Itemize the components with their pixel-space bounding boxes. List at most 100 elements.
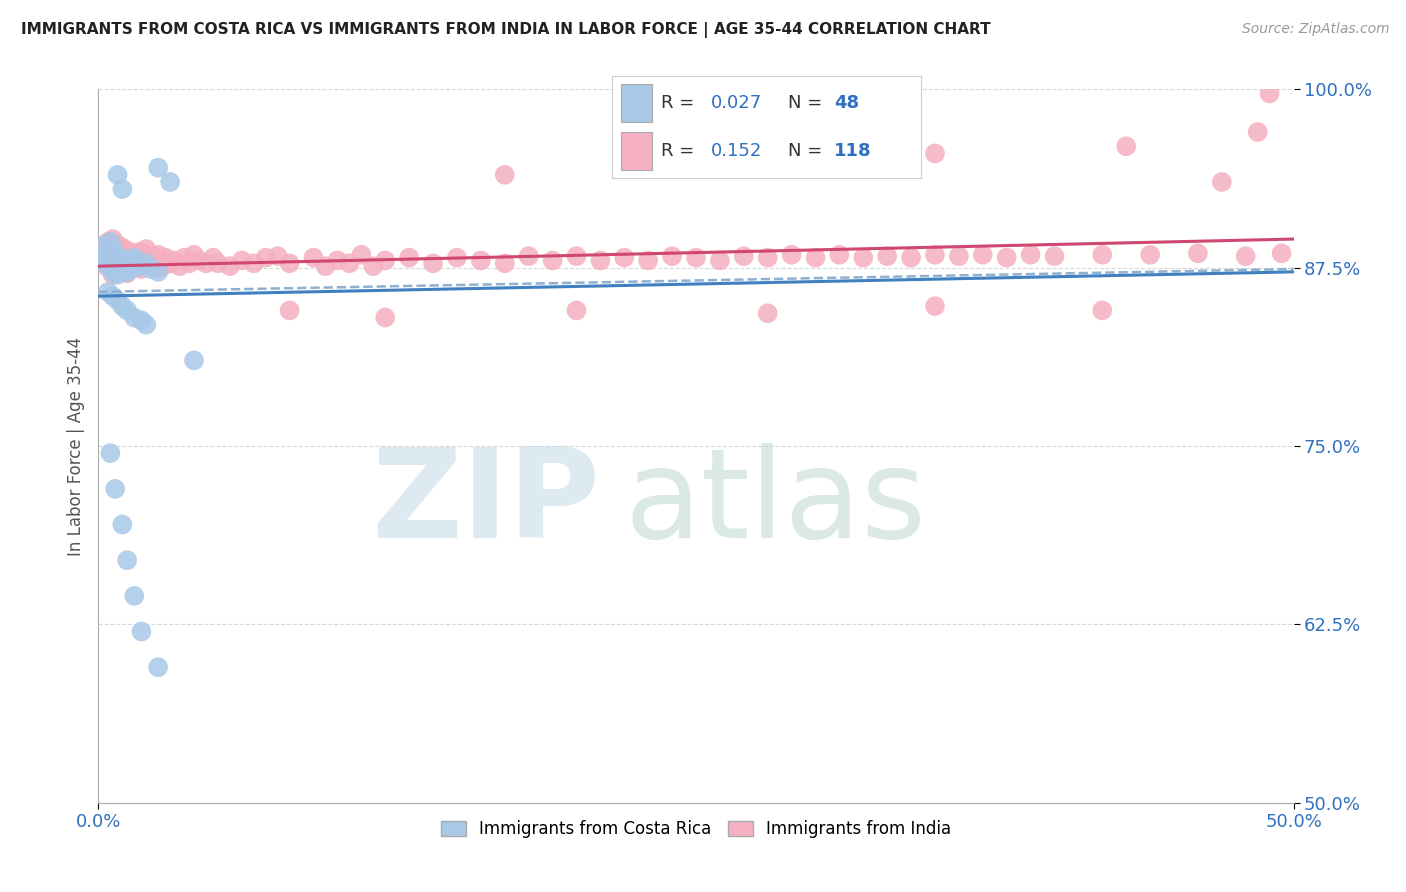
Point <box>1211 175 1233 189</box>
Point <box>1187 246 1209 260</box>
Point <box>267 249 290 263</box>
Point <box>148 660 170 674</box>
Point <box>685 153 707 168</box>
Point <box>118 259 141 273</box>
Point <box>924 248 946 262</box>
Point <box>124 589 146 603</box>
Text: R =: R = <box>661 94 700 112</box>
Point <box>661 249 683 263</box>
Point <box>131 252 153 266</box>
Point <box>94 256 117 270</box>
Point <box>315 259 337 273</box>
Point <box>1019 248 1042 262</box>
Point <box>565 303 588 318</box>
Point <box>339 256 361 270</box>
Text: 0.152: 0.152 <box>710 142 762 161</box>
Point <box>173 251 195 265</box>
Point <box>422 256 444 270</box>
Point <box>132 246 155 260</box>
Point <box>613 251 636 265</box>
Point <box>128 244 150 259</box>
Point <box>207 256 229 270</box>
Point <box>1091 248 1114 262</box>
Point <box>972 248 994 262</box>
Point <box>98 244 122 258</box>
Point <box>107 249 129 263</box>
Point <box>111 182 134 196</box>
Point <box>278 303 301 318</box>
Point <box>541 253 564 268</box>
Point <box>135 258 157 272</box>
Point <box>124 249 146 263</box>
Point <box>115 303 138 318</box>
Point <box>494 168 516 182</box>
Point <box>104 246 127 260</box>
Point <box>107 237 129 252</box>
Point <box>107 265 129 279</box>
Point <box>107 293 129 308</box>
Point <box>121 256 143 270</box>
Point <box>115 244 138 258</box>
Point <box>111 252 134 266</box>
Point <box>219 259 242 273</box>
Point <box>148 161 170 175</box>
Point <box>98 260 122 275</box>
Point <box>900 251 922 265</box>
Point <box>111 241 134 255</box>
Point <box>138 251 160 265</box>
Legend: Immigrants from Costa Rica, Immigrants from India: Immigrants from Costa Rica, Immigrants f… <box>434 814 957 845</box>
Point <box>159 256 181 270</box>
Point <box>111 263 134 277</box>
Point <box>104 259 127 273</box>
Point <box>374 310 396 325</box>
Text: Source: ZipAtlas.com: Source: ZipAtlas.com <box>1241 22 1389 37</box>
Point <box>187 253 209 268</box>
Point <box>398 251 420 265</box>
Point <box>804 251 827 265</box>
Text: N =: N = <box>787 94 828 112</box>
Point <box>159 175 181 189</box>
Point <box>446 251 468 265</box>
Point <box>118 253 141 268</box>
Point <box>125 255 148 269</box>
Point <box>121 246 143 260</box>
Bar <box>621 132 652 170</box>
Text: ZIP: ZIP <box>371 442 600 564</box>
Point <box>124 260 146 275</box>
Point <box>97 258 120 272</box>
Point <box>139 259 162 273</box>
Text: N =: N = <box>787 142 828 161</box>
Point <box>163 253 186 268</box>
Point <box>195 256 218 270</box>
Point <box>115 265 138 279</box>
Point <box>924 146 946 161</box>
Point <box>98 256 122 270</box>
Point <box>183 248 205 262</box>
Point <box>148 265 170 279</box>
Point <box>94 251 117 265</box>
Text: R =: R = <box>661 142 706 161</box>
Point <box>876 249 898 263</box>
Point <box>1091 303 1114 318</box>
Point <box>135 318 157 332</box>
Point <box>104 246 127 260</box>
Point <box>1258 87 1281 101</box>
Point <box>114 260 136 275</box>
Point <box>202 251 225 265</box>
Point <box>107 168 129 182</box>
Y-axis label: In Labor Force | Age 35-44: In Labor Force | Age 35-44 <box>66 336 84 556</box>
Text: atlas: atlas <box>624 442 927 564</box>
Point <box>115 266 138 280</box>
Point <box>326 253 349 268</box>
Point <box>1234 249 1257 263</box>
Point <box>98 446 122 460</box>
Point <box>101 265 124 279</box>
Point <box>124 251 146 265</box>
Point <box>108 244 131 259</box>
Point <box>104 259 127 273</box>
Point <box>97 285 120 299</box>
Point <box>254 251 277 265</box>
Point <box>183 353 205 368</box>
Point <box>108 255 131 269</box>
Point <box>98 235 122 249</box>
